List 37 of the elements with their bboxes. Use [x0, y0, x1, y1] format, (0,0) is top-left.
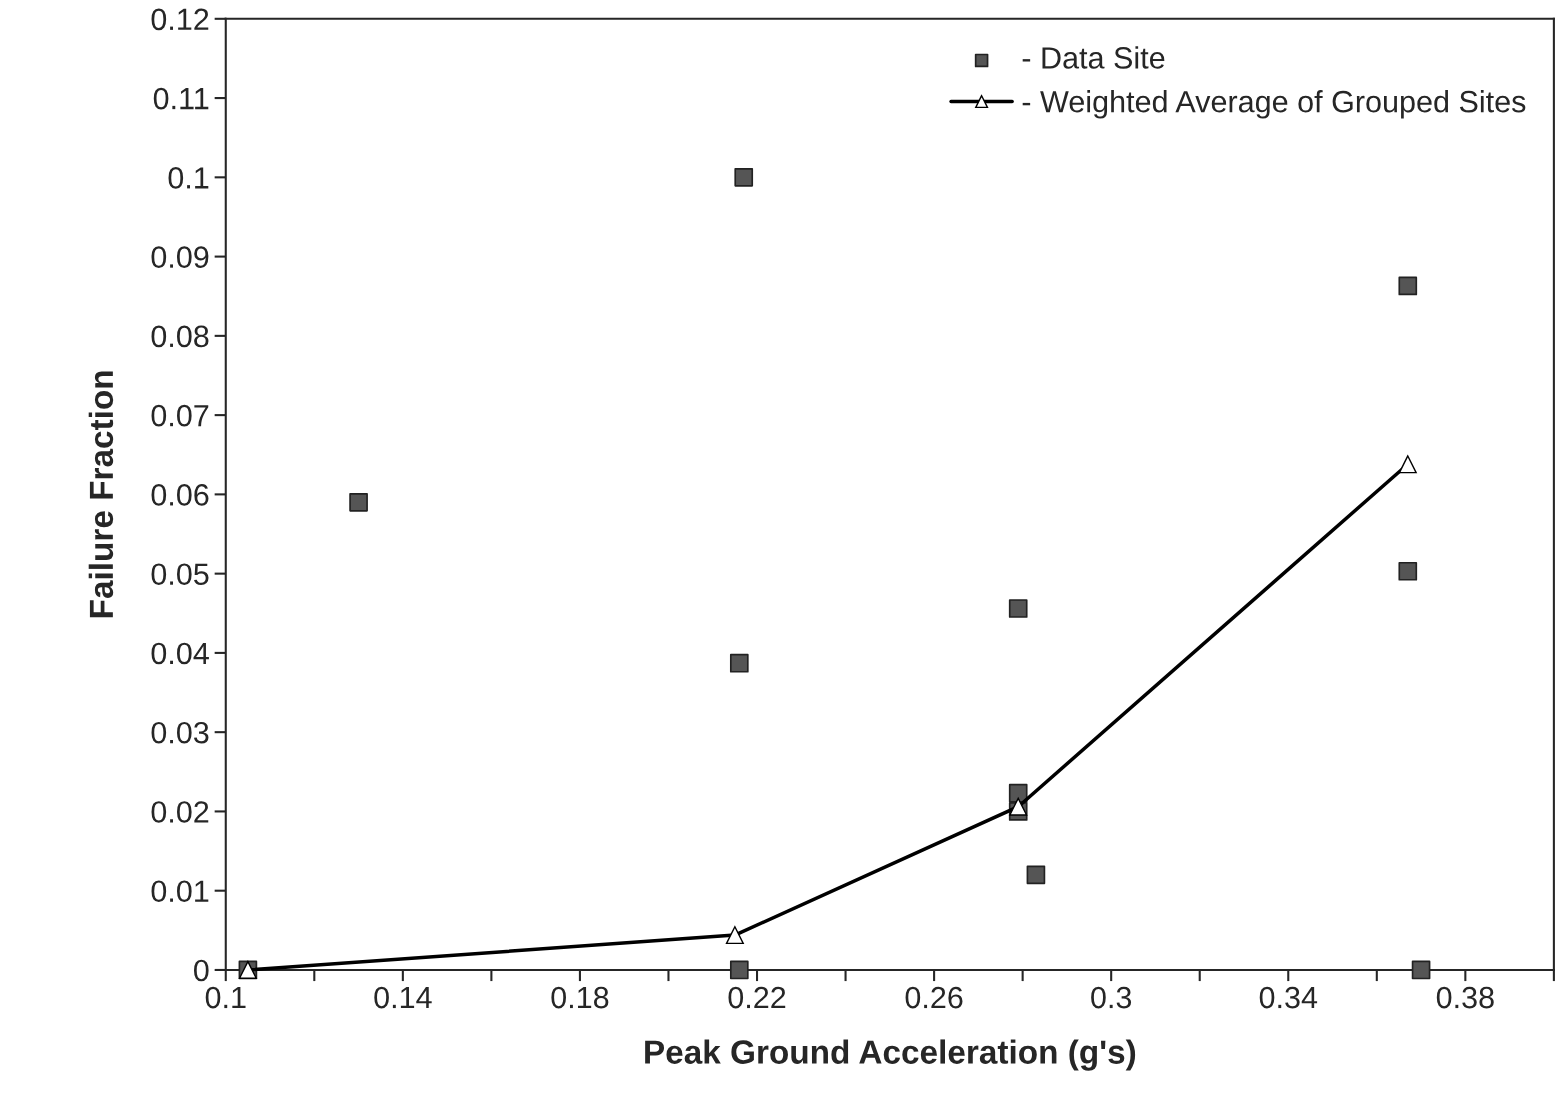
y-tick-label: 0.11 — [153, 87, 209, 110]
point — [1008, 599, 1028, 618]
y-tick-label: 0.01 — [151, 880, 209, 903]
legend-label: - Data Site — [1022, 46, 1165, 69]
y-tick-label: 0.12 — [151, 8, 209, 31]
y-tick-label: 0.05 — [151, 563, 209, 586]
point — [1398, 561, 1418, 581]
y-axis-title: Failure Fraction — [88, 371, 114, 618]
point — [1026, 865, 1046, 885]
point — [734, 167, 754, 187]
point — [729, 960, 749, 980]
x-tick-label: 0.34 — [1259, 986, 1318, 1009]
x-tick-label: 0.3 — [1091, 986, 1132, 1009]
legend-label: - Weighted Average of Grouped Sites — [1022, 90, 1526, 119]
y-tick-label: 0.06 — [151, 484, 209, 506]
y-tick-label: 0.08 — [151, 325, 209, 348]
point — [725, 926, 744, 945]
y-tick-label: 0.03 — [151, 721, 209, 744]
y-tick-label: 0.04 — [151, 642, 209, 665]
y-tick-label: 0.1 — [168, 167, 209, 189]
x-tick-label: 0.18 — [551, 986, 609, 1009]
y-tick-label: 0 — [193, 959, 209, 982]
x-tick-label: 0.26 — [905, 986, 963, 1009]
point — [1411, 960, 1431, 980]
y-tick-label: 0.07 — [151, 404, 209, 427]
point — [1398, 276, 1418, 296]
point — [729, 653, 749, 673]
x-tick-label: 0.22 — [728, 986, 786, 1009]
x-tick-label: 0.38 — [1436, 986, 1494, 1009]
point — [349, 492, 368, 512]
x-tick-label: 0.1 — [205, 986, 246, 1009]
point — [1398, 455, 1417, 474]
y-tick-label: 0.09 — [151, 246, 209, 268]
point — [1009, 797, 1028, 816]
y-tick-label: 0.02 — [151, 801, 209, 823]
x-axis-title: Peak Ground Acceleration (g's) — [645, 1039, 1136, 1071]
x-tick-label: 0.14 — [374, 986, 432, 1009]
